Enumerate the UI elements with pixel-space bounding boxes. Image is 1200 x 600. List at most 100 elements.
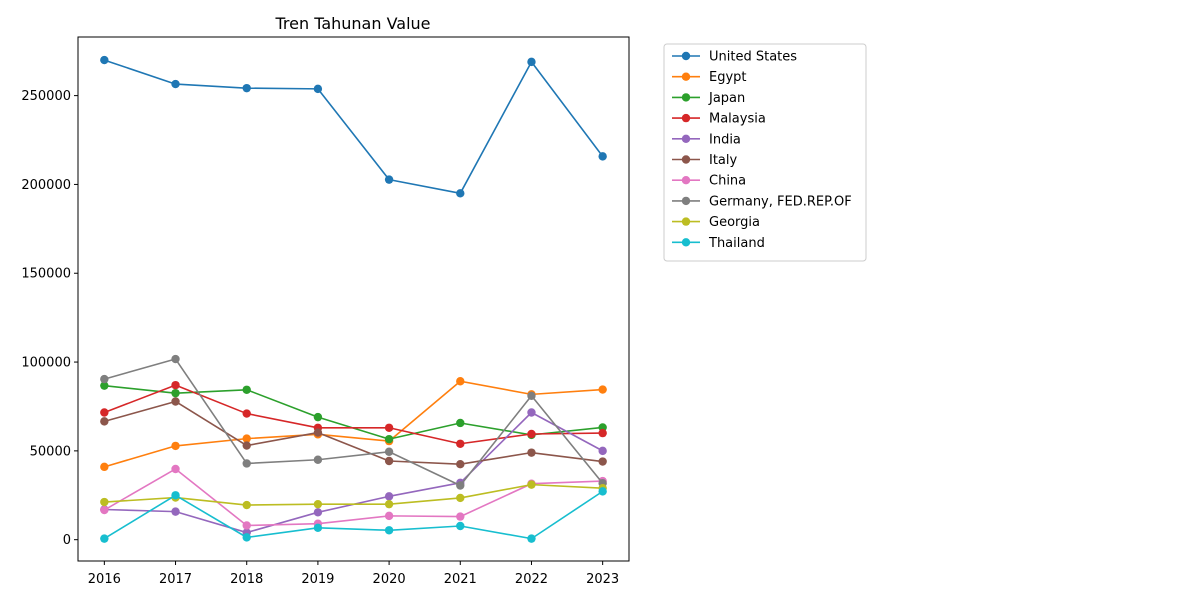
data-point	[100, 408, 109, 417]
chart-title: Tren Tahunan Value	[274, 14, 430, 33]
series-line	[104, 400, 603, 465]
data-point	[313, 508, 323, 517]
legend-label: Germany, FED.REP.OF	[709, 194, 852, 209]
x-tick-label: 2023	[586, 572, 619, 587]
data-point	[384, 511, 394, 521]
data-point	[171, 507, 180, 516]
y-tick-label: 150000	[21, 267, 71, 282]
legend-label: India	[709, 132, 741, 147]
x-tick-label: 2016	[88, 572, 121, 587]
data-point	[384, 423, 394, 432]
series-germany-fed-rep-of	[100, 354, 607, 490]
data-point	[242, 521, 251, 530]
data-point	[171, 380, 180, 390]
legend-entry: Thailand	[672, 236, 765, 251]
data-point	[171, 441, 180, 451]
data-point	[598, 487, 607, 496]
plot-frame	[77, 36, 630, 562]
data-point	[598, 446, 607, 456]
legend-entry: Germany, FED.REP.OF	[672, 194, 852, 209]
data-point	[171, 464, 180, 474]
data-point	[384, 499, 394, 509]
series-malaysia	[100, 380, 607, 448]
data-point	[384, 434, 394, 444]
data-point	[456, 418, 465, 428]
data-point	[384, 492, 394, 501]
data-point	[242, 533, 251, 542]
legend-entry: China	[672, 174, 746, 189]
legend-entry: United States	[672, 50, 797, 65]
legend-swatch-marker	[681, 176, 691, 185]
legend-label: Georgia	[709, 215, 760, 230]
legend-swatch-marker	[681, 134, 691, 143]
data-point	[527, 57, 536, 67]
legend-label: Thailand	[708, 236, 765, 251]
data-point	[456, 377, 465, 386]
data-point	[242, 434, 251, 443]
legend-entry: Malaysia	[672, 112, 766, 127]
data-point	[171, 79, 180, 89]
series-italy	[100, 397, 607, 469]
data-point	[456, 521, 465, 531]
series-line	[104, 358, 604, 487]
legend-label: Italy	[709, 153, 738, 168]
legend-swatch-marker	[681, 217, 691, 226]
series-line	[103, 490, 604, 540]
data-point	[527, 480, 536, 489]
legend-swatch-marker	[681, 72, 691, 81]
data-point	[384, 447, 394, 456]
legend-entry: Italy	[672, 153, 738, 168]
data-point	[598, 457, 607, 466]
legend-swatch-marker	[681, 238, 691, 247]
legend-entry: Egypt	[672, 70, 747, 85]
data-point	[242, 385, 251, 394]
data-point	[242, 83, 251, 93]
y-tick-label: 200000	[21, 178, 71, 193]
y-tick-label: 250000	[21, 89, 71, 104]
data-point	[100, 462, 109, 472]
y-tick-label: 50000	[30, 444, 71, 459]
data-point	[100, 505, 109, 515]
x-tick-label: 2020	[373, 572, 406, 587]
data-point	[242, 459, 251, 468]
legend-swatch-marker	[681, 155, 691, 164]
data-point	[456, 493, 465, 503]
legend-label: Malaysia	[709, 112, 766, 127]
legend-label: United States	[709, 50, 797, 65]
x-tick-label: 2022	[515, 572, 548, 587]
legend-label: Japan	[708, 91, 745, 106]
legend-swatch-marker	[681, 51, 691, 61]
series-line	[104, 380, 603, 468]
legend-label: China	[709, 174, 746, 189]
data-point	[242, 409, 251, 418]
data-point	[456, 189, 465, 198]
series-line	[103, 468, 603, 527]
data-point	[527, 408, 536, 417]
data-point	[384, 526, 394, 535]
data-point	[598, 428, 607, 438]
data-point	[313, 84, 323, 94]
data-point	[242, 441, 251, 450]
data-point	[100, 417, 109, 426]
data-point	[242, 500, 251, 510]
data-point	[171, 397, 180, 406]
data-point	[527, 391, 536, 401]
x-tick-label: 2019	[301, 572, 334, 587]
series-thailand	[100, 487, 607, 543]
x-tick-label: 2017	[159, 572, 192, 587]
legend-box	[663, 43, 867, 262]
data-point	[313, 412, 323, 422]
legend-swatch-marker	[681, 113, 691, 123]
data-point	[100, 534, 109, 543]
legend-label: Egypt	[709, 70, 747, 85]
y-tick-label: 100000	[21, 356, 71, 371]
data-point	[171, 491, 180, 500]
data-point	[100, 374, 109, 384]
data-point	[598, 385, 607, 394]
data-point	[100, 497, 109, 507]
data-point	[171, 388, 180, 398]
data-point	[456, 481, 465, 490]
x-tick-label: 2018	[230, 572, 263, 587]
